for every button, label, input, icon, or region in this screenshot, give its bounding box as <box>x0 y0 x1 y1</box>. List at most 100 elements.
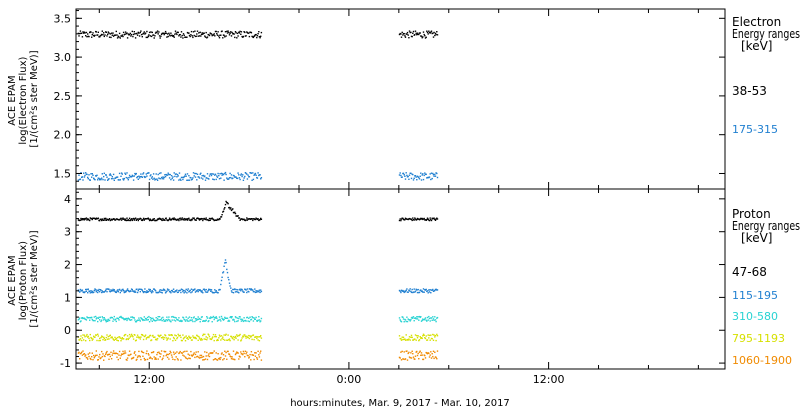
data-point <box>111 290 113 292</box>
data-point <box>412 179 415 181</box>
data-point <box>176 289 178 291</box>
data-point <box>241 218 243 220</box>
data-point <box>216 176 219 178</box>
data-point <box>83 172 85 174</box>
data-point <box>192 31 195 33</box>
data-point <box>141 318 143 320</box>
data-point <box>77 179 80 181</box>
data-point <box>208 335 211 338</box>
data-point <box>187 353 189 355</box>
data-point <box>215 316 217 318</box>
data-point <box>245 352 247 355</box>
data-point <box>198 32 200 34</box>
data-point <box>166 353 168 356</box>
data-point <box>156 337 159 340</box>
data-point <box>93 335 95 337</box>
data-point <box>81 351 83 353</box>
data-point <box>416 34 418 36</box>
data-point <box>179 217 181 219</box>
data-point <box>219 173 221 175</box>
data-point <box>253 317 255 319</box>
data-point <box>242 320 245 323</box>
data-point <box>173 319 175 321</box>
data-point <box>243 31 245 33</box>
data-point <box>199 173 201 175</box>
data-point <box>116 353 119 355</box>
data-point <box>148 172 150 174</box>
data-point <box>123 218 125 220</box>
data-point <box>400 338 402 340</box>
electron-ytick-label-2: 2.5 <box>54 90 72 103</box>
data-point <box>253 218 255 220</box>
data-point <box>401 31 403 34</box>
data-point <box>107 335 109 338</box>
data-point <box>146 30 148 33</box>
data-point <box>83 176 86 178</box>
data-point <box>167 353 169 356</box>
data-point <box>190 34 192 36</box>
data-point <box>107 179 109 181</box>
data-point <box>168 334 171 336</box>
data-point <box>179 350 181 353</box>
data-point <box>241 318 243 321</box>
data-point <box>164 320 167 322</box>
data-point <box>232 350 235 352</box>
data-point <box>120 354 122 357</box>
data-point <box>140 173 142 175</box>
data-point <box>144 176 147 178</box>
data-point <box>118 36 120 38</box>
data-point <box>190 354 193 356</box>
data-point <box>418 339 420 342</box>
data-point <box>212 173 215 175</box>
data-point <box>103 32 105 34</box>
data-point <box>115 30 117 33</box>
data-point <box>404 36 407 38</box>
data-point <box>154 289 156 291</box>
data-point <box>247 320 249 322</box>
data-point <box>85 319 88 321</box>
data-point <box>149 334 151 337</box>
data-point <box>182 354 184 356</box>
data-point <box>248 337 251 340</box>
data-point <box>182 219 185 221</box>
data-point <box>136 34 139 36</box>
data-point <box>420 316 422 318</box>
data-point <box>131 30 133 33</box>
data-point <box>412 32 414 34</box>
data-point <box>209 219 211 221</box>
data-point <box>184 356 187 358</box>
data-point <box>432 355 434 358</box>
data-point <box>100 357 102 359</box>
proton-legend-title-1: Proton <box>732 207 771 221</box>
data-point <box>210 317 213 319</box>
data-point <box>117 291 119 293</box>
data-point <box>217 353 219 355</box>
data-point <box>128 333 131 336</box>
data-point <box>400 291 402 294</box>
data-point <box>235 176 237 178</box>
data-point <box>421 337 423 340</box>
data-point <box>79 219 82 221</box>
data-point <box>214 173 217 175</box>
data-point <box>408 37 410 39</box>
data-point <box>404 358 407 360</box>
data-point <box>171 319 173 321</box>
data-point <box>234 358 236 361</box>
data-point <box>411 35 413 38</box>
electron-points <box>77 30 439 181</box>
data-point <box>94 34 96 37</box>
data-point <box>188 34 191 37</box>
data-point <box>402 290 405 292</box>
data-point <box>178 317 180 319</box>
data-point <box>218 337 220 339</box>
electron-legend-title-3: [keV] <box>741 39 772 53</box>
electron-panel: 1.52.02.53.03.5 ACE EPAM log(Electron Fl… <box>7 8 800 190</box>
data-point <box>423 291 425 293</box>
data-point <box>248 35 251 38</box>
data-point <box>89 219 91 222</box>
data-point <box>236 317 239 319</box>
data-point <box>92 338 94 340</box>
data-point <box>130 176 133 178</box>
data-point <box>160 33 163 35</box>
data-point <box>428 176 431 178</box>
